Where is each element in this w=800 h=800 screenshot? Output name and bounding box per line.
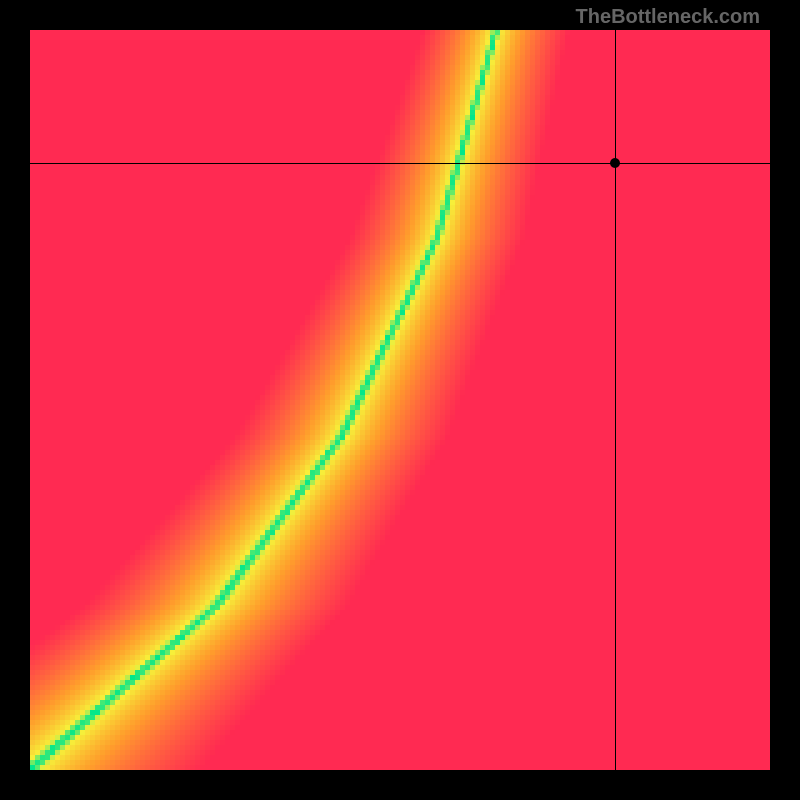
- heatmap-canvas: [30, 30, 770, 770]
- watermark-text: TheBottleneck.com: [576, 6, 760, 29]
- crosshair-vertical: [615, 30, 616, 770]
- crosshair-horizontal: [30, 163, 770, 164]
- heatmap-plot: [30, 30, 770, 770]
- crosshair-marker: [610, 158, 620, 168]
